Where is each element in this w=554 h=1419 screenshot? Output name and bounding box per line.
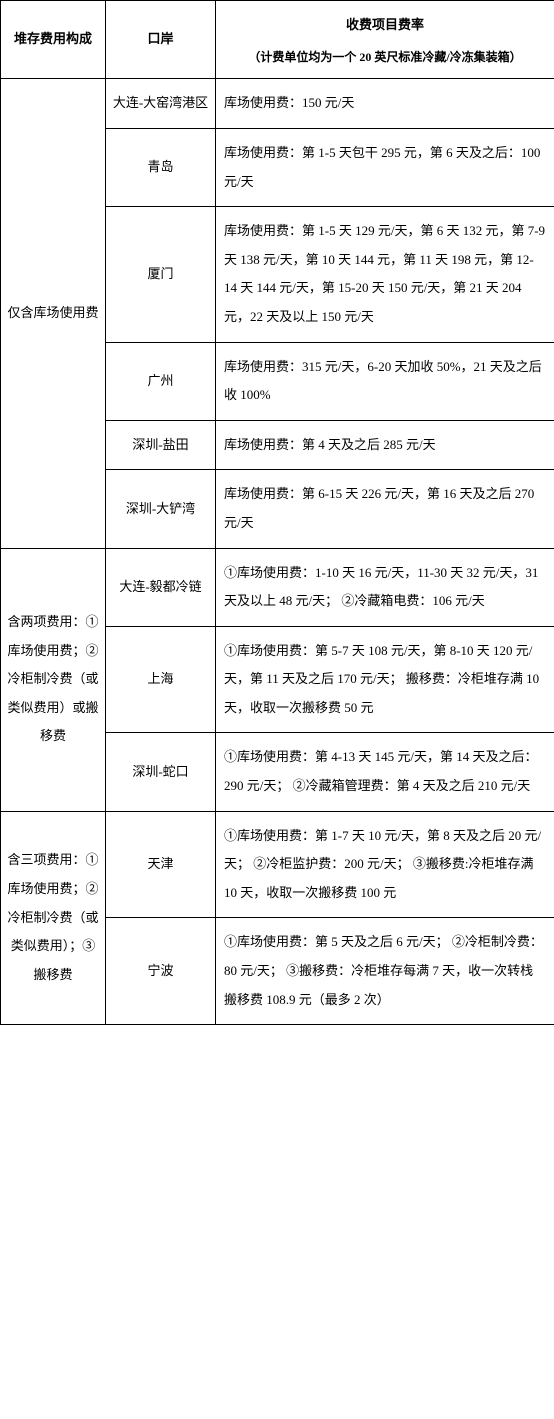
port-cell: 深圳-盐田	[106, 420, 216, 470]
header-category: 堆存费用构成	[1, 1, 106, 79]
rate-cell: ①库场使用费：第 5 天及之后 6 元/天； ②冷柜制冷费：80 元/天； ③搬…	[216, 918, 554, 1025]
header-rate-main: 收费项目费率	[346, 17, 424, 32]
header-rate: 收费项目费率 （计费单位均为一个 20 英尺标准冷藏/冷冻集装箱）	[216, 1, 554, 79]
port-cell: 青岛	[106, 128, 216, 206]
table-body: 仅含库场使用费 大连-大窑湾港区 库场使用费：150 元/天 青岛 库场使用费：…	[1, 79, 554, 1025]
rate-cell: ①库场使用费：第 4-13 天 145 元/天，第 14 天及之后：290 元/…	[216, 733, 554, 811]
port-cell: 大连-大窑湾港区	[106, 79, 216, 129]
rate-cell: ①库场使用费：1-10 天 16 元/天，11-30 天 32 元/天，31 天…	[216, 548, 554, 626]
table-row: 含两项费用：①库场使用费；②冷柜制冷费（或类似费用）或搬移费 大连-毅都冷链 ①…	[1, 548, 554, 626]
header-rate-sub: （计费单位均为一个 20 英尺标准冷藏/冷冻集装箱）	[224, 46, 546, 69]
port-cell: 深圳-蛇口	[106, 733, 216, 811]
port-cell: 大连-毅都冷链	[106, 548, 216, 626]
port-cell: 天津	[106, 811, 216, 918]
table-row: 仅含库场使用费 大连-大窑湾港区 库场使用费：150 元/天	[1, 79, 554, 129]
rate-cell: ①库场使用费：第 5-7 天 108 元/天，第 8-10 天 120 元/天，…	[216, 626, 554, 733]
port-cell: 宁波	[106, 918, 216, 1025]
port-cell: 广州	[106, 342, 216, 420]
header-port: 口岸	[106, 1, 216, 79]
port-cell: 深圳-大铲湾	[106, 470, 216, 548]
rate-cell: 库场使用费：第 6-15 天 226 元/天，第 16 天及之后 270 元/天	[216, 470, 554, 548]
rate-cell: 库场使用费：第 1-5 天 129 元/天，第 6 天 132 元，第 7-9 …	[216, 207, 554, 342]
rate-cell: 库场使用费：第 1-5 天包干 295 元，第 6 天及之后：100 元/天	[216, 128, 554, 206]
port-cell: 厦门	[106, 207, 216, 342]
rate-cell: 库场使用费：150 元/天	[216, 79, 554, 129]
port-cell: 上海	[106, 626, 216, 733]
category-cell: 含三项费用：①库场使用费；②冷柜制冷费（或类似费用）；③搬移费	[1, 811, 106, 1025]
rate-cell: ①库场使用费：第 1-7 天 10 元/天，第 8 天及之后 20 元/天； ②…	[216, 811, 554, 918]
header-row: 堆存费用构成 口岸 收费项目费率 （计费单位均为一个 20 英尺标准冷藏/冷冻集…	[1, 1, 554, 79]
rate-cell: 库场使用费：315 元/天，6-20 天加收 50%，21 天及之后收 100%	[216, 342, 554, 420]
fee-table: 堆存费用构成 口岸 收费项目费率 （计费单位均为一个 20 英尺标准冷藏/冷冻集…	[0, 0, 554, 1025]
table-row: 含三项费用：①库场使用费；②冷柜制冷费（或类似费用）；③搬移费 天津 ①库场使用…	[1, 811, 554, 918]
category-cell: 仅含库场使用费	[1, 79, 106, 548]
rate-cell: 库场使用费：第 4 天及之后 285 元/天	[216, 420, 554, 470]
category-cell: 含两项费用：①库场使用费；②冷柜制冷费（或类似费用）或搬移费	[1, 548, 106, 811]
